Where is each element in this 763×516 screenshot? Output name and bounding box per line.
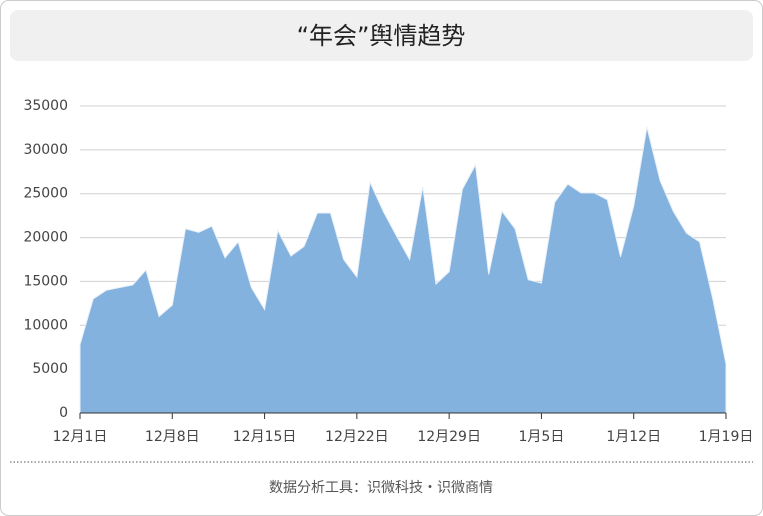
y-tick-label: 15000: [23, 273, 68, 289]
y-tick-label: 20000: [23, 230, 68, 246]
y-tick-label: 5000: [32, 361, 68, 377]
title-box: [10, 10, 753, 61]
y-tick-label: 0: [59, 405, 68, 421]
y-tick-label: 10000: [23, 317, 68, 333]
x-tick-label: 12月8日: [145, 429, 200, 445]
x-tick-label: 1月19日: [699, 429, 754, 445]
area: [79, 126, 727, 414]
x-tick-label: 12月22日: [325, 429, 389, 445]
x-tick-label: 12月1日: [53, 429, 108, 445]
x-tick-label: 1月5日: [519, 429, 565, 445]
x-tick-label: 12月29日: [417, 429, 481, 445]
x-tick-label: 1月12日: [606, 429, 661, 445]
x-tick-label: 12月15日: [233, 429, 297, 445]
y-tick-label: 30000: [23, 142, 68, 158]
y-tick-label: 35000: [23, 98, 68, 114]
chart-title: “年会”舆情趋势: [297, 22, 466, 50]
y-tick-label: 25000: [23, 186, 68, 202]
footer: 数据分析工具：识微科技・识微商情: [269, 480, 493, 496]
